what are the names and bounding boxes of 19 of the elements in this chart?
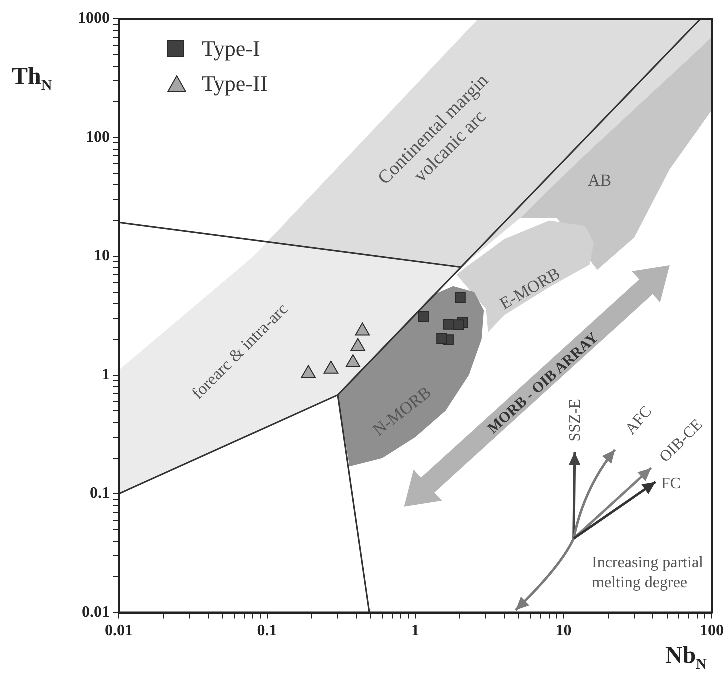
annotation: SSZ-E [566,399,584,442]
legend-label: Type-II [202,70,268,98]
annotation: FC [661,474,681,492]
x-tick-label: 10 [556,622,572,640]
y-tick-label: 100 [86,128,110,146]
annotation: AB [588,170,612,190]
y-tick-label: 0.1 [90,485,110,502]
y-tick-label: 1 [102,366,110,384]
annotation: Increasing partial melting degree [592,554,704,592]
x-tick-label: 100 [700,622,724,640]
x-tick-label: 1 [412,622,420,640]
y-tick-label: 1000 [78,10,110,28]
x-axis-title: Nb$_{N}$ [665,642,707,674]
y-tick-label: 10 [94,248,110,265]
legend-label: Type-I [202,35,260,63]
y-tick-label: 0.01 [82,604,110,621]
y-axis-title: Th$_{N}$ [12,64,52,95]
x-tick-label: 0.1 [257,622,278,640]
x-tick-label: 0.01 [105,622,133,640]
